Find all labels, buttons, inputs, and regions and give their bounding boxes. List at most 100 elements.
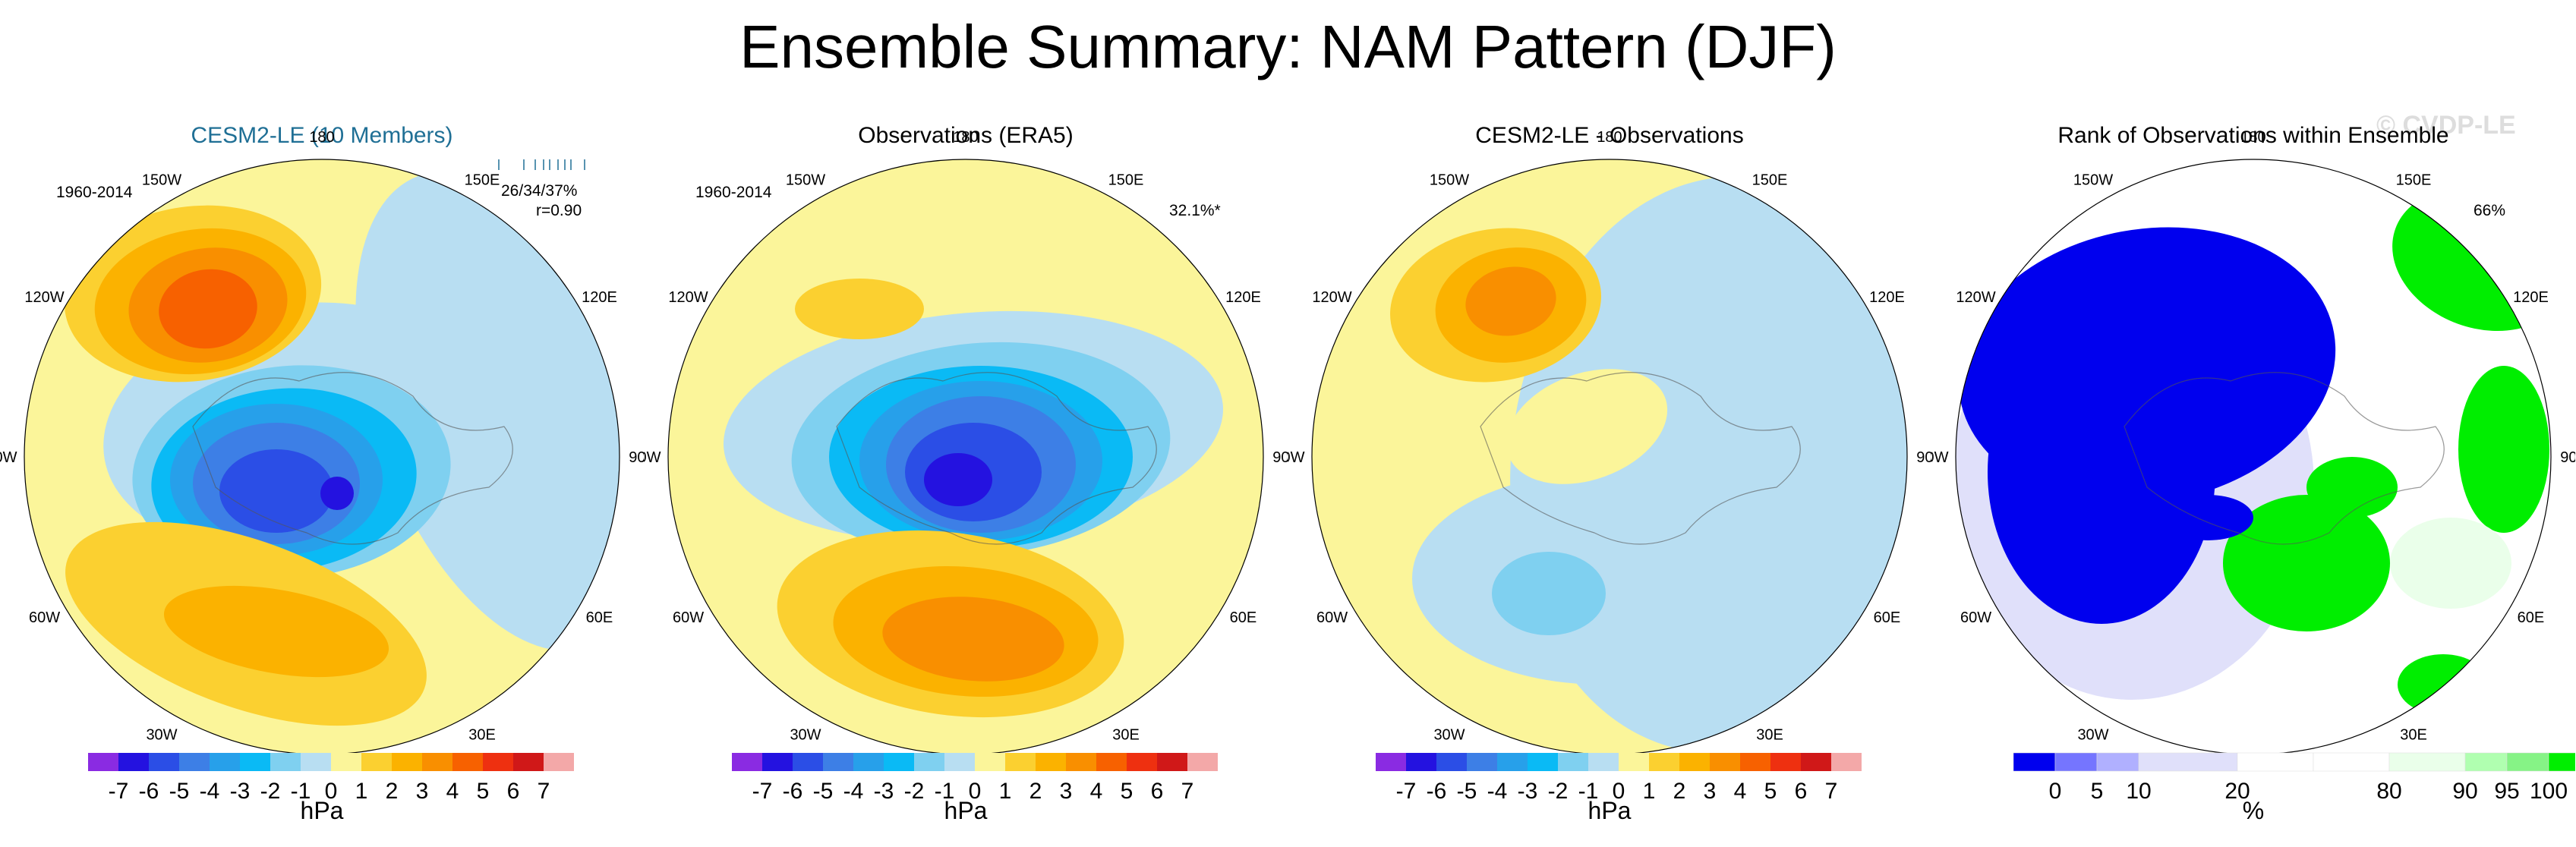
colorbar-unit: hPa bbox=[300, 797, 344, 824]
longitude-label: 30W bbox=[2077, 726, 2108, 743]
low-center bbox=[924, 453, 992, 506]
longitude-label: 90W bbox=[644, 449, 661, 466]
colorbar-tick-label: 1 bbox=[999, 779, 1012, 804]
colorbar-tick-label: 7 bbox=[1181, 779, 1194, 804]
colorbar-tick-label: -3 bbox=[230, 779, 251, 804]
longitude-label: 90W bbox=[1931, 449, 1949, 466]
colorbar-tick-label: -7 bbox=[1396, 779, 1417, 804]
colorbar-tick-label: 2 bbox=[1673, 779, 1686, 804]
polar-map: 180150E120E90E60E30E030W60W90W120W150W bbox=[0, 129, 644, 755]
longitude-label: 180 bbox=[1597, 129, 1622, 146]
colorbar-tick-label: -7 bbox=[752, 779, 773, 804]
colorbar: -7 -6 -5 -4 -3 -2 -1 0 1 2 3 4 5 6 7 bbox=[88, 753, 574, 804]
longitude-label: 60W bbox=[1960, 609, 1991, 626]
colorbar-tick-label: 80 bbox=[2376, 779, 2401, 804]
colorbar-swatch bbox=[1005, 753, 1036, 771]
colorbar-swatch bbox=[1127, 753, 1157, 771]
longitude-label: 150W bbox=[2073, 172, 2113, 189]
colorbar-tick-label: 4 bbox=[1090, 779, 1103, 804]
colorbar-swatch bbox=[2096, 752, 2139, 772]
colorbar-tick-label: 100 bbox=[2530, 779, 2568, 804]
colorbar-swatch bbox=[210, 753, 240, 771]
colorbar-swatch bbox=[914, 753, 944, 771]
colorbar-tick-label: -4 bbox=[1487, 779, 1508, 804]
colorbar-tick-label: 3 bbox=[416, 779, 429, 804]
colorbar-swatch bbox=[1801, 753, 1831, 771]
rank-region bbox=[2306, 457, 2398, 518]
field-group bbox=[668, 159, 1263, 754]
colorbar-swatch bbox=[1066, 753, 1096, 771]
colorbar-tick-label: 2 bbox=[386, 779, 399, 804]
longitude-label: 120W bbox=[1312, 289, 1351, 306]
colorbar-swatch bbox=[884, 753, 914, 771]
panel-title: CESM2-LE - Observations bbox=[1475, 123, 1744, 148]
colorbar-tick-label: 10 bbox=[2126, 779, 2151, 804]
longitude-label: 30E bbox=[2400, 726, 2427, 743]
colorbar-swatch bbox=[762, 753, 793, 771]
colorbar-swatch bbox=[240, 753, 270, 771]
field-group bbox=[1956, 159, 2551, 754]
colorbar-tick-label: -1 bbox=[291, 779, 311, 804]
colorbar-swatch bbox=[1157, 753, 1187, 771]
colorbar-swatch bbox=[975, 753, 1005, 771]
longitude-label: 150W bbox=[786, 172, 825, 189]
colorbar-tick-label: 3 bbox=[1704, 779, 1717, 804]
rank-region bbox=[2223, 495, 2390, 631]
colorbar-tick-label: 5 bbox=[2091, 779, 2104, 804]
longitude-label: 30W bbox=[146, 726, 177, 743]
longitude-label: 180 bbox=[2240, 129, 2265, 146]
longitude-label: 150W bbox=[142, 172, 181, 189]
colorbar-swatch bbox=[1036, 753, 1066, 771]
panel-title: Rank of Observations within Ensemble bbox=[2057, 123, 2449, 148]
longitude-label: 90E bbox=[1272, 449, 1288, 466]
longitude-label: 60E bbox=[2518, 609, 2545, 626]
colorbar-tick-label: -7 bbox=[109, 779, 129, 804]
panel-title: Observations (ERA5) bbox=[858, 123, 1074, 148]
colorbar: -7 -6 -5 -4 -3 -2 -1 0 1 2 3 4 5 6 7 bbox=[1376, 753, 1862, 804]
longitude-label: 150E bbox=[2396, 172, 2432, 189]
colorbar-unit: hPa bbox=[1588, 797, 1632, 824]
panel-observations: Observations (ERA5) 1960-2014 32.1%* 180… bbox=[644, 0, 1288, 847]
colorbar-tick-label: 5 bbox=[477, 779, 490, 804]
colorbar-swatch bbox=[1770, 753, 1801, 771]
longitude-label: 30W bbox=[790, 726, 821, 743]
colorbar-tick-label: -2 bbox=[904, 779, 925, 804]
coastline bbox=[836, 372, 1157, 545]
longitude-label: 90W bbox=[1288, 449, 1305, 466]
colorbar-swatch bbox=[2237, 752, 2314, 772]
colorbar-swatch bbox=[301, 753, 331, 771]
colorbar-tick-label: 0 bbox=[325, 779, 338, 804]
longitude-label: 120E bbox=[2513, 289, 2549, 306]
longitude-label: 60E bbox=[1230, 609, 1257, 626]
panel-difference: CESM2-LE - Observations 180150E120E90E60… bbox=[1288, 0, 1931, 847]
colorbar-swatch bbox=[2138, 752, 2238, 772]
colorbar-swatch bbox=[1619, 753, 1649, 771]
panel-ensemble-mean: CESM2-LE (10 Members) 1960-2014 26/34/37… bbox=[0, 0, 644, 847]
colorbar-tick-label: 3 bbox=[1060, 779, 1073, 804]
colorbar-swatch bbox=[118, 753, 149, 771]
high-center bbox=[1465, 266, 1556, 336]
colorbar-tick-label: -3 bbox=[874, 779, 894, 804]
variance-annotation: 32.1%* bbox=[1169, 202, 1221, 219]
colorbar-swatch bbox=[1406, 753, 1436, 771]
colorbar-tick-label: 20 bbox=[2224, 779, 2250, 804]
longitude-label: 120E bbox=[582, 289, 617, 306]
colorbar-tick-label: 1 bbox=[355, 779, 368, 804]
colorbar-tick-label: -2 bbox=[1548, 779, 1569, 804]
high-contour bbox=[795, 279, 924, 339]
colorbar-swatch bbox=[1831, 753, 1862, 771]
field-group bbox=[1312, 159, 1907, 754]
longitude-label: 90E bbox=[629, 449, 644, 466]
longitude-label: 60E bbox=[1874, 609, 1901, 626]
colorbar-swatch bbox=[1376, 753, 1406, 771]
colorbar-swatch bbox=[88, 753, 118, 771]
longitude-label: 120W bbox=[668, 289, 708, 306]
colorbar-tick-label: 2 bbox=[1029, 779, 1042, 804]
colorbar-tick-label: 0 bbox=[969, 779, 982, 804]
colorbar-tick-label: -4 bbox=[200, 779, 220, 804]
coastline bbox=[2124, 372, 2445, 545]
colorbar-swatch bbox=[1710, 753, 1740, 771]
colorbar-swatch bbox=[270, 753, 301, 771]
low-contour bbox=[1492, 552, 1606, 635]
longitude-label: 120E bbox=[1225, 289, 1261, 306]
